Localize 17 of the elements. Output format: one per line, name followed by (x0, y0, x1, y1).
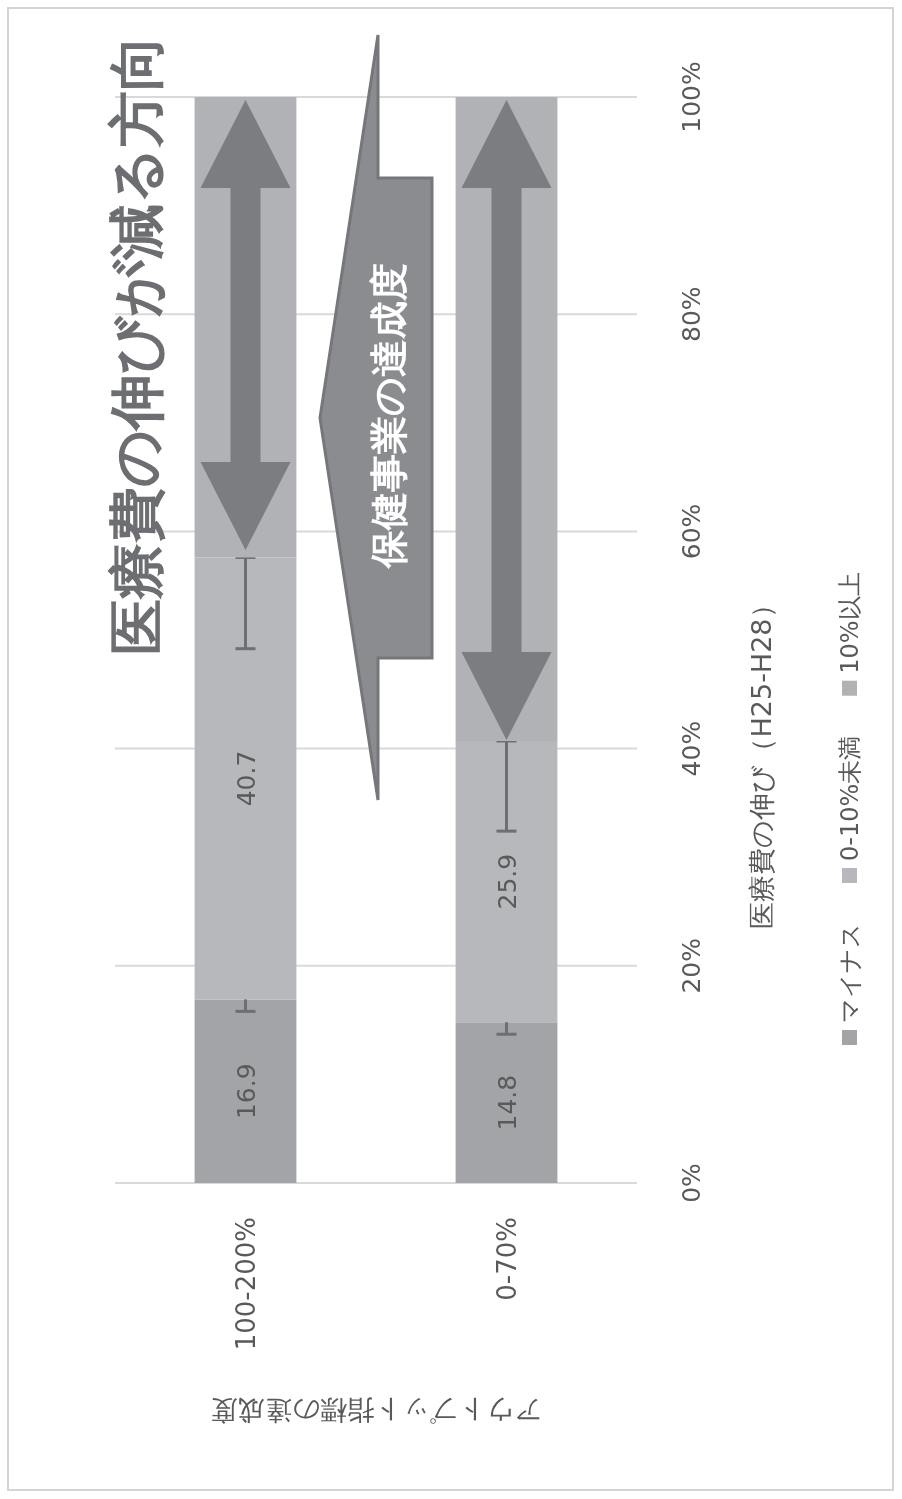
data-label: 25.9 (492, 853, 522, 910)
data-label: 14.8 (492, 1074, 522, 1131)
annotation: 医療費の伸びが減る方向 (104, 35, 169, 655)
x-axis-title: アウトプット指標の達成度 (210, 1394, 542, 1426)
y-tick-label: 60% (677, 503, 706, 560)
y-tick-label: 0% (677, 1163, 706, 1203)
annotation: 保健事業の達成度 (367, 262, 411, 570)
y-tick-label: 80% (677, 286, 706, 342)
y-tick-label: 20% (677, 938, 706, 994)
x-tick-label: 100-200% (230, 1217, 261, 1351)
legend: マイナス 0-10%未満 10%以上 (836, 572, 864, 1045)
y-tick-label: 40% (677, 720, 706, 777)
y-tick-label: 100% (677, 61, 706, 133)
x-tick-label: 0-70% (491, 1217, 522, 1301)
data-label: 16.9 (231, 1063, 261, 1120)
y-axis-title: 医療費の伸び（H25-H28） (746, 591, 777, 929)
data-label: 40.7 (231, 750, 261, 807)
